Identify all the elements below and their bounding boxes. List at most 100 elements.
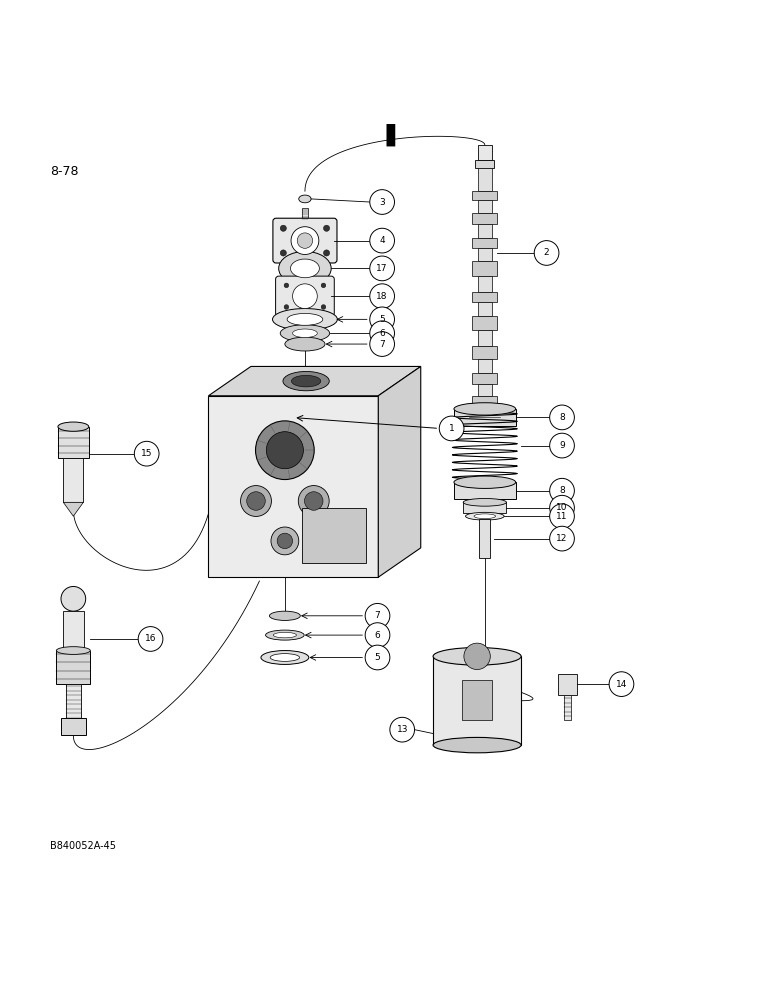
Text: 18: 18 — [377, 292, 388, 301]
Bar — [454, 409, 516, 426]
Ellipse shape — [474, 514, 496, 519]
Bar — [472, 261, 497, 276]
Circle shape — [464, 643, 490, 670]
Circle shape — [304, 492, 323, 510]
Bar — [478, 168, 492, 191]
Bar — [478, 276, 492, 292]
Polygon shape — [63, 502, 83, 516]
Bar — [478, 302, 492, 316]
Text: 17: 17 — [377, 264, 388, 273]
Bar — [564, 695, 571, 720]
FancyBboxPatch shape — [276, 276, 334, 316]
Circle shape — [298, 486, 329, 516]
Text: 11: 11 — [557, 512, 567, 521]
Text: 16: 16 — [145, 634, 156, 643]
Circle shape — [61, 586, 86, 611]
Circle shape — [370, 256, 394, 281]
Circle shape — [550, 526, 574, 551]
Circle shape — [365, 645, 390, 670]
Circle shape — [370, 307, 394, 332]
Bar — [558, 674, 577, 695]
Ellipse shape — [463, 498, 506, 506]
Bar — [63, 458, 83, 502]
Bar — [56, 651, 90, 684]
FancyBboxPatch shape — [273, 218, 337, 263]
Text: 5: 5 — [374, 653, 381, 662]
Text: 12: 12 — [557, 534, 567, 543]
Circle shape — [365, 623, 390, 647]
Circle shape — [280, 225, 286, 231]
Text: 13: 13 — [397, 725, 408, 734]
Circle shape — [138, 627, 163, 651]
Bar — [454, 482, 516, 499]
Bar — [58, 427, 89, 458]
Bar — [61, 718, 86, 735]
Ellipse shape — [287, 313, 323, 325]
Text: 2: 2 — [543, 248, 550, 257]
Ellipse shape — [273, 309, 337, 330]
Text: 10: 10 — [557, 503, 567, 512]
Circle shape — [534, 241, 559, 265]
Circle shape — [370, 321, 394, 346]
Circle shape — [550, 405, 574, 430]
Ellipse shape — [466, 512, 504, 520]
Bar — [302, 208, 308, 221]
Ellipse shape — [270, 654, 300, 661]
Circle shape — [134, 441, 159, 466]
Bar — [478, 359, 492, 373]
Ellipse shape — [269, 611, 300, 620]
Circle shape — [390, 717, 415, 742]
Ellipse shape — [56, 647, 90, 654]
Bar — [472, 396, 497, 405]
Bar — [479, 519, 490, 558]
Polygon shape — [208, 396, 378, 577]
Circle shape — [284, 283, 289, 288]
Text: B840052A-45: B840052A-45 — [50, 841, 116, 851]
Bar — [472, 213, 497, 224]
Circle shape — [321, 283, 326, 288]
Bar — [472, 238, 497, 248]
Text: ▐: ▐ — [378, 123, 394, 146]
Bar — [478, 248, 492, 261]
Circle shape — [370, 190, 394, 214]
Circle shape — [256, 421, 314, 480]
Ellipse shape — [283, 371, 329, 391]
Circle shape — [266, 432, 303, 469]
Bar — [63, 611, 84, 651]
Circle shape — [271, 527, 299, 555]
Circle shape — [280, 250, 286, 256]
Circle shape — [297, 233, 313, 248]
Ellipse shape — [280, 325, 330, 342]
Text: 3: 3 — [379, 198, 385, 207]
Ellipse shape — [454, 403, 516, 415]
Ellipse shape — [261, 651, 309, 664]
Text: 7: 7 — [379, 340, 385, 349]
Ellipse shape — [285, 337, 325, 351]
Circle shape — [247, 492, 266, 510]
Polygon shape — [208, 366, 421, 396]
Text: 4: 4 — [379, 236, 385, 245]
Bar — [302, 508, 367, 563]
Text: 9: 9 — [559, 441, 565, 450]
Text: 5: 5 — [379, 315, 385, 324]
Ellipse shape — [290, 259, 320, 278]
Circle shape — [370, 228, 394, 253]
Circle shape — [370, 284, 394, 309]
Circle shape — [241, 486, 272, 516]
Circle shape — [293, 284, 317, 309]
Bar — [462, 680, 493, 720]
Ellipse shape — [58, 422, 89, 431]
Ellipse shape — [273, 632, 296, 638]
Circle shape — [439, 416, 464, 441]
Bar — [472, 316, 497, 330]
Ellipse shape — [279, 251, 331, 285]
Text: 1: 1 — [449, 424, 455, 433]
Circle shape — [323, 225, 330, 231]
Circle shape — [321, 305, 326, 309]
Bar — [478, 200, 492, 213]
Text: 6: 6 — [379, 329, 385, 338]
Ellipse shape — [266, 630, 304, 640]
Circle shape — [277, 533, 293, 549]
Bar — [478, 145, 492, 160]
Ellipse shape — [299, 195, 311, 203]
